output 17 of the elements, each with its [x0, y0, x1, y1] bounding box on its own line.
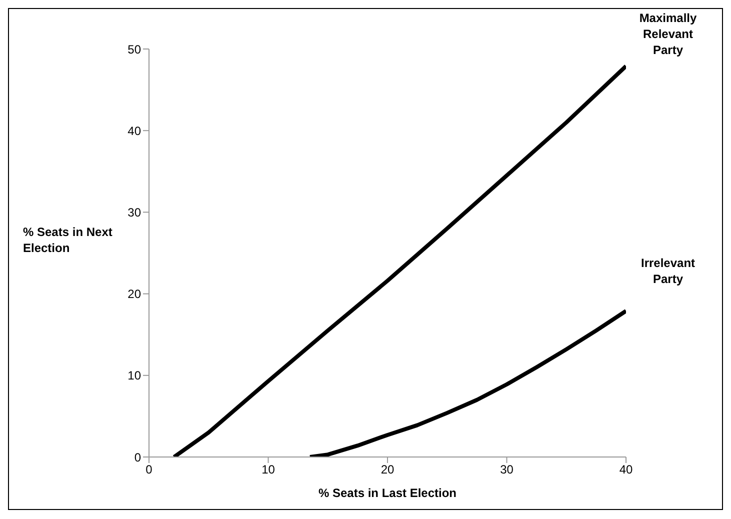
y-tick-label: 40 — [128, 124, 142, 138]
y-tick-label: 10 — [128, 368, 142, 383]
line-series — [308, 308, 626, 457]
line-series — [172, 64, 626, 457]
x-tick-label: 10 — [262, 462, 276, 477]
x-tick-label: 30 — [500, 462, 514, 477]
x-axis-title: % Seats in Last Election — [318, 486, 457, 500]
y-tick-label: 20 — [128, 287, 142, 302]
x-tick-label: 40 — [619, 462, 633, 477]
x-tick-label: 0 — [146, 462, 153, 477]
y-tick-label: 30 — [128, 205, 142, 220]
text: Irrelevant Party — [640, 256, 696, 286]
y-tick-label: 0 — [134, 450, 142, 464]
series-label: Maximally Relevant Party — [639, 11, 697, 58]
x-tick-label: 20 — [380, 462, 394, 477]
y-axis-title: % Seats in Next Election — [23, 224, 114, 256]
y-tick-label: 50 — [128, 42, 142, 56]
